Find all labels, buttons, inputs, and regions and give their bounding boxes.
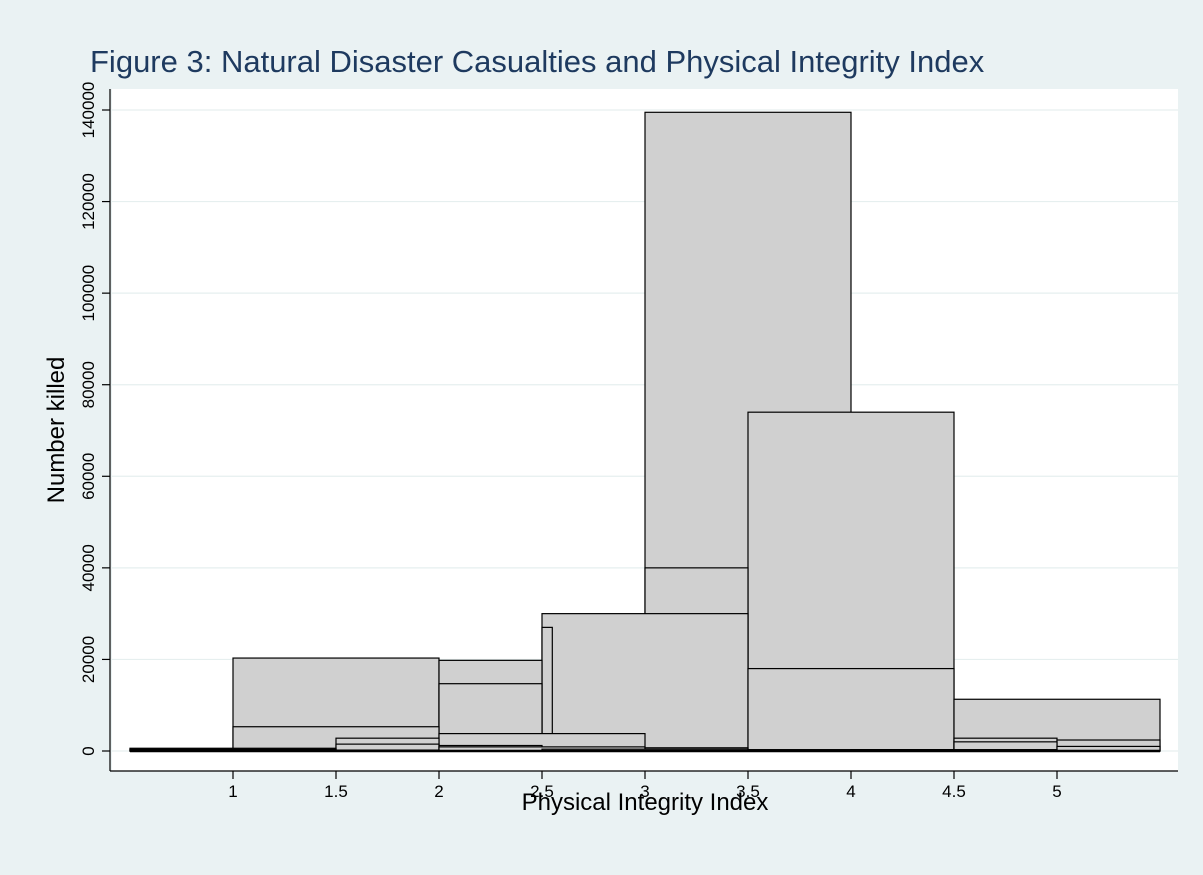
- x-tick-label: 2: [434, 782, 443, 801]
- y-tick-label: 40000: [79, 544, 98, 591]
- x-tick-label: 3: [640, 782, 649, 801]
- y-tick-label: 140000: [79, 82, 98, 139]
- y-axis-title: Number killed: [43, 357, 70, 504]
- x-tick-label: 1: [228, 782, 237, 801]
- x-tick-label: 3.5: [736, 782, 760, 801]
- y-tick-label: 0: [79, 746, 98, 755]
- y-tick-label: 20000: [79, 636, 98, 683]
- bars-layer: [129, 111, 1161, 753]
- y-tick-label: 100000: [79, 265, 98, 322]
- y-tick-label: 60000: [79, 453, 98, 500]
- x-tick-label: 1.5: [324, 782, 348, 801]
- x-tick-label: 4.5: [942, 782, 966, 801]
- y-tick-label: 80000: [79, 361, 98, 408]
- x-tick-label: 5: [1052, 782, 1061, 801]
- histogram-bar: [541, 626, 553, 752]
- histogram-bar: [541, 613, 749, 752]
- x-tick-label: 4: [846, 782, 855, 801]
- x-axis-title: Physical Integrity Index: [522, 789, 769, 816]
- x-tick-label: 2.5: [530, 782, 554, 801]
- axes-layer: 0 20000 40000 60000 80000 100000 120000 140000 1…: [79, 82, 1178, 801]
- chart-title: Figure 3: Natural Disaster Casualties an…: [90, 44, 985, 79]
- y-tick-label: 120000: [79, 173, 98, 230]
- histogram-bar: [747, 667, 955, 752]
